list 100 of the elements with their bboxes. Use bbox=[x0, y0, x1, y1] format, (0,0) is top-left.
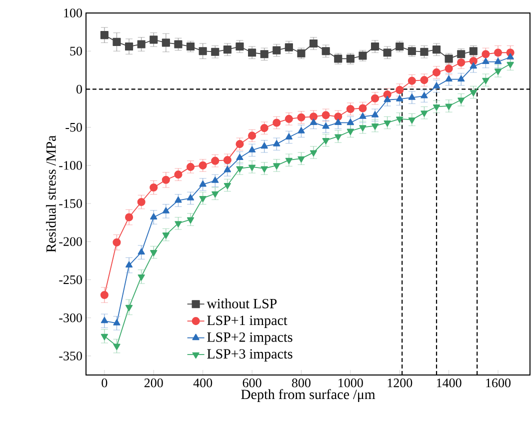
point bbox=[310, 112, 318, 121]
point bbox=[457, 58, 466, 67]
point bbox=[199, 196, 206, 202]
x-axis-title: Depth from surface /μm bbox=[241, 389, 376, 402]
point bbox=[198, 161, 207, 170]
point bbox=[284, 43, 293, 52]
point bbox=[236, 154, 244, 160]
point bbox=[248, 146, 256, 152]
point bbox=[174, 40, 182, 48]
point bbox=[310, 39, 318, 48]
point bbox=[211, 156, 220, 165]
point bbox=[100, 316, 108, 324]
point bbox=[285, 133, 292, 140]
point bbox=[137, 40, 146, 48]
point bbox=[212, 191, 219, 198]
point bbox=[408, 47, 416, 56]
point bbox=[420, 92, 428, 98]
point bbox=[470, 90, 477, 96]
point bbox=[224, 166, 231, 172]
point bbox=[310, 150, 318, 156]
legend-label: LSP+1 impact bbox=[207, 316, 288, 328]
point bbox=[420, 76, 428, 84]
x-tick-label: 400 bbox=[193, 378, 212, 388]
point bbox=[212, 176, 219, 183]
point bbox=[396, 86, 404, 94]
point bbox=[223, 46, 232, 54]
point bbox=[359, 112, 366, 119]
y-axis-title: Residual stress /MPa bbox=[46, 135, 56, 252]
x-tick-label: 600 bbox=[242, 378, 262, 388]
point bbox=[125, 42, 134, 51]
point bbox=[236, 140, 244, 148]
legend-label: without LSP bbox=[206, 298, 277, 308]
x-tick-label: 1000 bbox=[338, 378, 363, 388]
y-tick-label: -150 bbox=[59, 199, 82, 208]
y-tick-label: 50 bbox=[70, 46, 82, 56]
point bbox=[384, 120, 391, 127]
point bbox=[174, 196, 182, 203]
point bbox=[150, 213, 158, 220]
point bbox=[298, 156, 305, 163]
point bbox=[506, 53, 514, 60]
point bbox=[445, 75, 452, 82]
y-tick-label: 100 bbox=[64, 8, 82, 18]
point bbox=[370, 94, 380, 102]
point bbox=[482, 78, 490, 84]
point bbox=[334, 134, 342, 140]
point bbox=[432, 82, 440, 88]
point bbox=[150, 36, 158, 44]
point bbox=[334, 112, 342, 121]
point bbox=[138, 274, 145, 281]
point bbox=[310, 118, 318, 125]
point bbox=[248, 48, 256, 57]
point bbox=[100, 290, 108, 300]
point bbox=[248, 132, 256, 140]
point bbox=[346, 104, 354, 114]
point bbox=[458, 75, 465, 82]
y-tick-label: -200 bbox=[59, 237, 82, 246]
point bbox=[469, 56, 478, 66]
point bbox=[432, 104, 440, 111]
point bbox=[370, 42, 380, 51]
point bbox=[322, 111, 330, 120]
point bbox=[346, 118, 354, 125]
point bbox=[100, 334, 108, 340]
point bbox=[138, 248, 145, 255]
point bbox=[125, 261, 133, 268]
point bbox=[298, 127, 305, 134]
point bbox=[482, 58, 490, 64]
point bbox=[125, 213, 134, 222]
point bbox=[236, 42, 244, 51]
point bbox=[432, 68, 441, 76]
y-tick-label: -250 bbox=[59, 275, 82, 284]
point bbox=[396, 95, 404, 102]
point bbox=[420, 48, 428, 56]
legend-label: LSP+2 impacts bbox=[207, 332, 292, 345]
legend-label: LSP+3 impacts bbox=[207, 349, 292, 362]
point bbox=[322, 47, 330, 56]
point bbox=[223, 156, 232, 164]
point bbox=[408, 94, 416, 100]
point bbox=[260, 142, 268, 149]
point bbox=[297, 113, 306, 122]
point bbox=[186, 194, 194, 200]
point bbox=[284, 114, 293, 123]
point bbox=[494, 48, 502, 57]
point bbox=[322, 138, 330, 144]
point bbox=[150, 183, 158, 192]
point bbox=[100, 31, 108, 40]
point bbox=[444, 64, 453, 73]
point bbox=[469, 47, 478, 56]
point bbox=[432, 46, 441, 54]
point bbox=[260, 166, 268, 172]
point bbox=[112, 238, 121, 246]
point bbox=[470, 62, 477, 69]
point bbox=[162, 232, 170, 239]
point bbox=[383, 90, 392, 99]
point bbox=[186, 217, 194, 224]
point bbox=[396, 116, 404, 123]
y-tick-label: 0 bbox=[76, 84, 82, 94]
point bbox=[285, 158, 292, 164]
point bbox=[162, 176, 170, 184]
y-tick-label: -350 bbox=[59, 352, 82, 360]
point bbox=[420, 110, 428, 117]
